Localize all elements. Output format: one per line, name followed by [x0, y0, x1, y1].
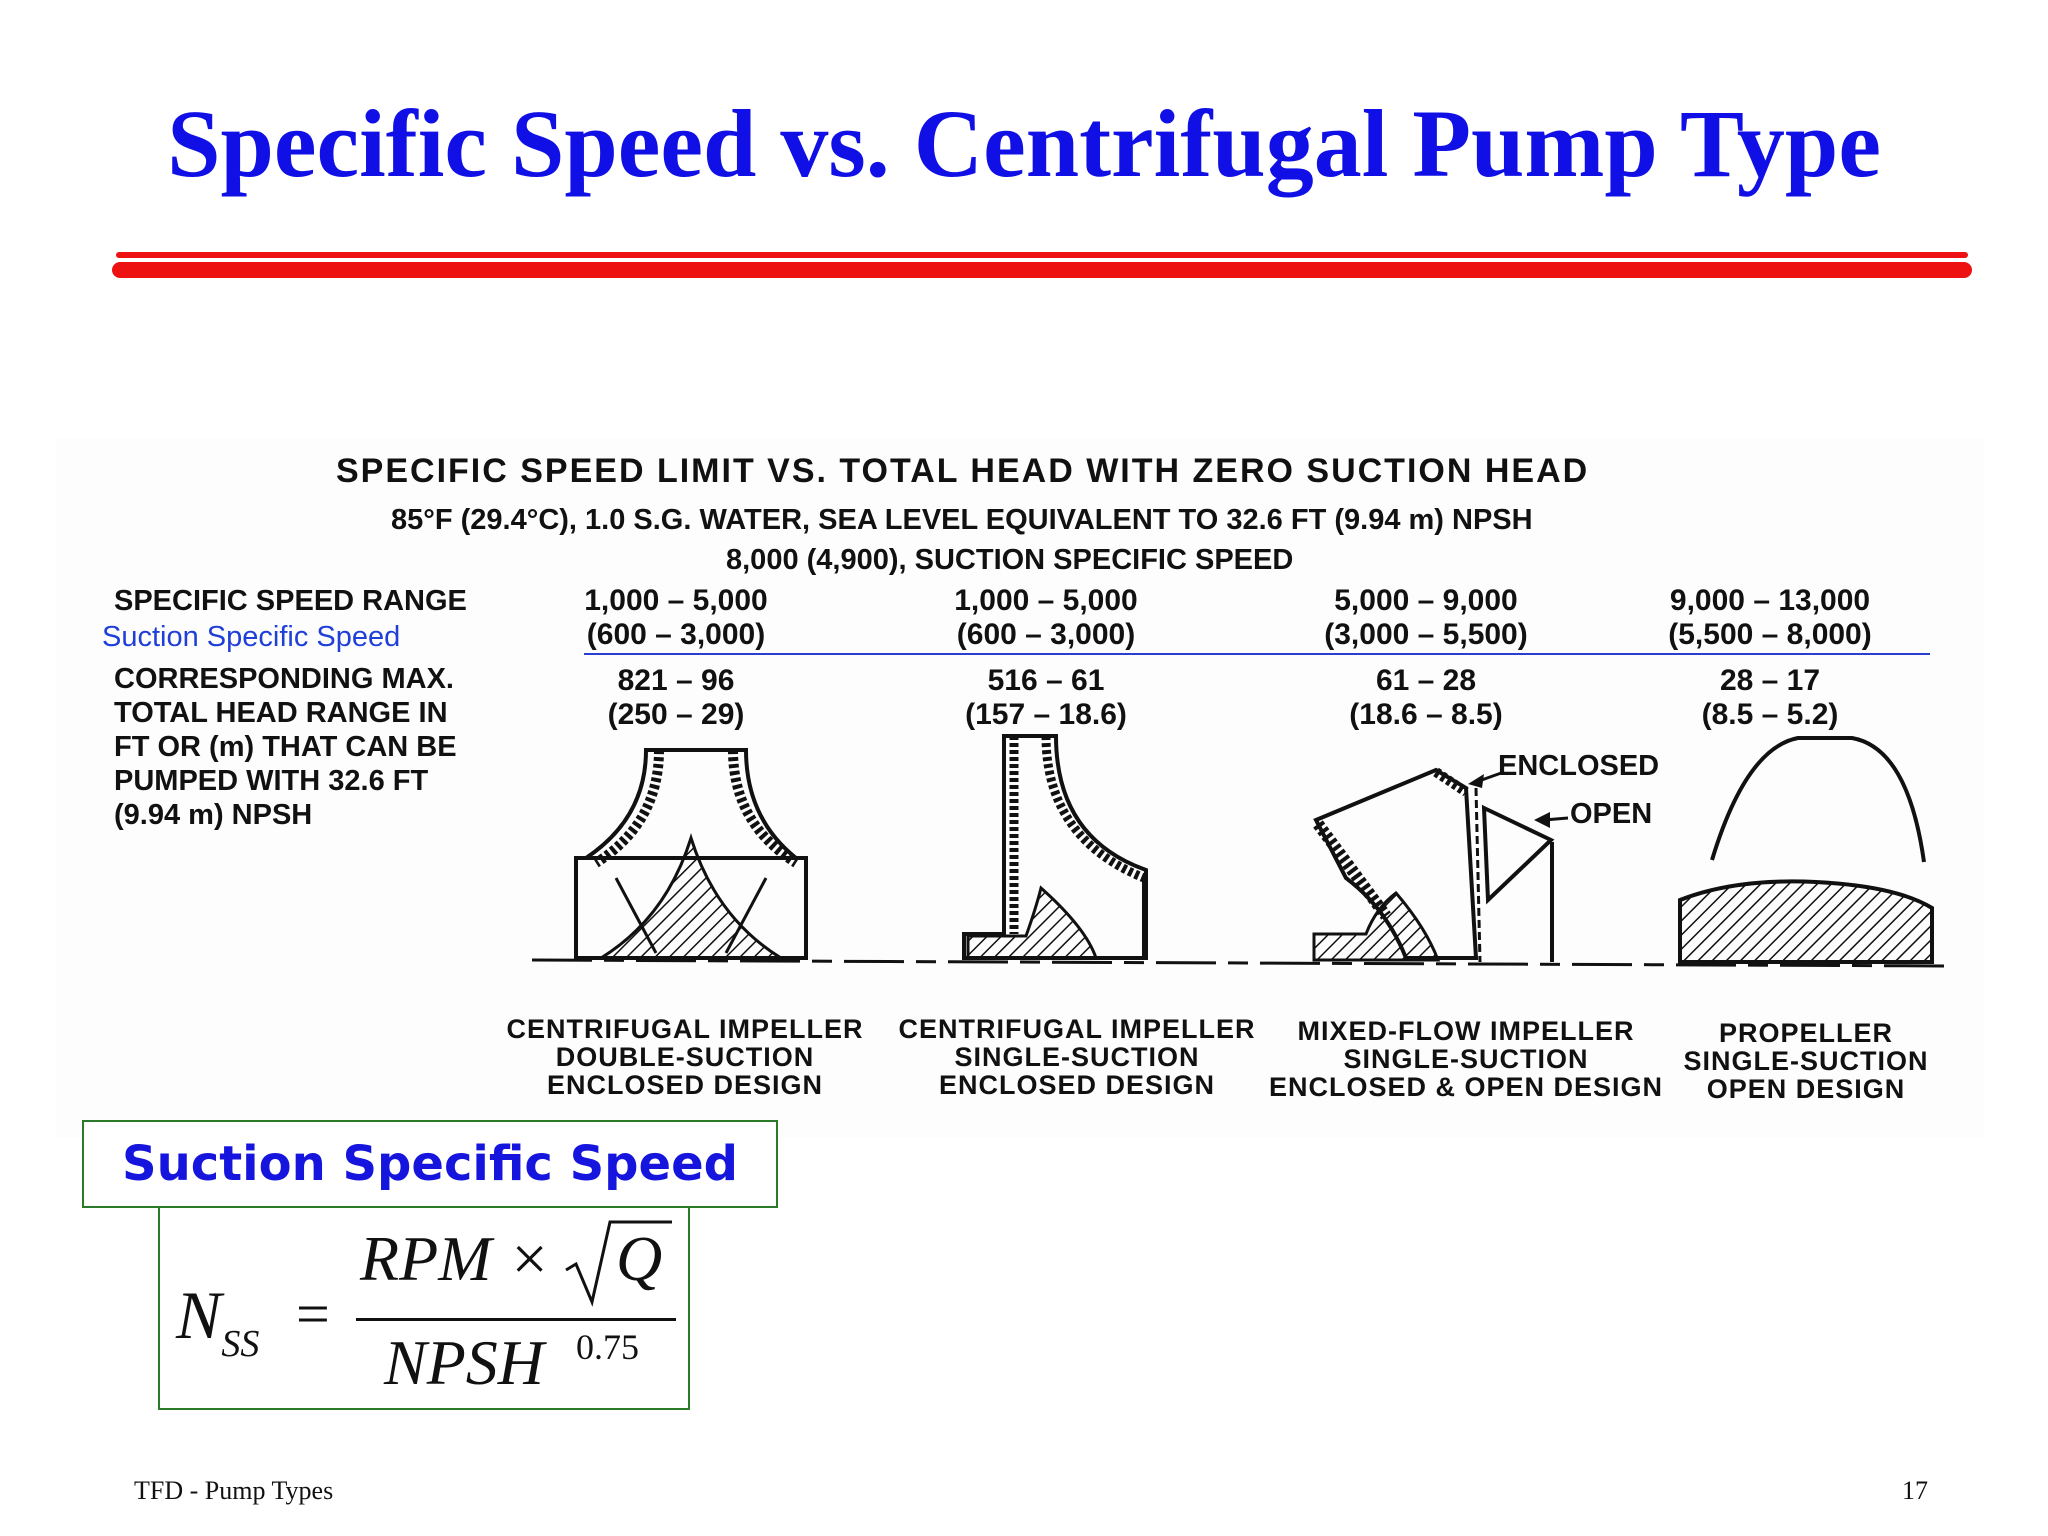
- formula-numerator: RPM ×: [360, 1222, 551, 1296]
- col3-head-ft: 61 – 28: [1375, 664, 1477, 697]
- sqrt-icon: [565, 1220, 672, 1307]
- col1-suction-range: (600 – 3,000): [586, 618, 766, 651]
- formula-denominator: NPSH: [384, 1327, 544, 1398]
- col2-speed-range: 1,000 – 5,000: [954, 584, 1138, 617]
- formula-numerator-text: RPM ×: [360, 1223, 551, 1294]
- formula-lhs: NSS: [176, 1276, 259, 1365]
- col2-suction-range: (600 – 3,000): [956, 618, 1136, 651]
- fraction-bar: [356, 1318, 676, 1321]
- head-range-label-line-2: TOTAL HEAD RANGE IN: [114, 697, 448, 729]
- col3-caption-line-3: ENCLOSED & OPEN DESIGN: [1268, 1072, 1664, 1102]
- figure-subheading-1: 85°F (29.4°C), 1.0 S.G. WATER, SEA LEVEL…: [391, 504, 1533, 536]
- col1-speed-range: 1,000 – 5,000: [584, 584, 768, 617]
- footer-course-label: TFD - Pump Types: [134, 1476, 334, 1505]
- formula-lhs-symbol: N: [176, 1277, 222, 1353]
- col4-head-m: (8.5 – 5.2): [1701, 698, 1839, 731]
- col3-caption-line-2: SINGLE-SUCTION: [1343, 1044, 1589, 1074]
- col1-head-ft: 821 – 96: [617, 664, 735, 697]
- title-divider-thick: [112, 262, 1972, 278]
- suction-specific-speed-title-box: Suction Specific Speed: [82, 1120, 778, 1208]
- formula-exponent: 0.75: [576, 1327, 639, 1367]
- head-range-label-line-5: (9.94 m) NPSH: [114, 799, 313, 831]
- col4-caption-line-1: PROPELLER: [1718, 1018, 1894, 1048]
- suction-row-underline: [584, 653, 1930, 655]
- col1-head-m: (250 – 29): [607, 698, 745, 731]
- col3-suction-range: (3,000 – 5,500): [1324, 618, 1528, 651]
- enclosed-callout: ENCLOSED: [1498, 750, 1660, 782]
- head-range-label-line-4: PUMPED WITH 32.6 FT: [114, 765, 429, 797]
- col1-caption-line-1: CENTRIFUGAL IMPELLER: [506, 1014, 864, 1044]
- col2-caption-line-2: SINGLE-SUCTION: [954, 1042, 1200, 1072]
- single-suction-impeller-drawing: [962, 734, 1148, 960]
- col4-speed-range: 9,000 – 13,000: [1669, 584, 1871, 617]
- col1-caption-line-3: ENCLOSED DESIGN: [546, 1070, 824, 1100]
- head-range-label-line-1: CORRESPONDING MAX.: [114, 663, 454, 695]
- specific-speed-range-label: SPECIFIC SPEED RANGE: [114, 585, 467, 617]
- page-number: 17: [1902, 1476, 1928, 1505]
- pump-type-figure: SPECIFIC SPEED LIMIT VS. TOTAL HEAD WITH…: [56, 438, 1984, 1138]
- propeller-drawing: [1678, 736, 1934, 964]
- col3-speed-range: 5,000 – 9,000: [1334, 584, 1518, 617]
- figure-subheading-2: 8,000 (4,900), SUCTION SPECIFIC SPEED: [726, 544, 1294, 576]
- col4-suction-range: (5,500 – 8,000): [1668, 618, 1872, 651]
- col3-caption-line-1: MIXED-FLOW IMPELLER: [1297, 1016, 1635, 1046]
- open-callout: OPEN: [1570, 798, 1653, 830]
- shaft-centerline: [531, 958, 1957, 968]
- col2-head-ft: 516 – 61: [987, 664, 1105, 697]
- suction-specific-speed-formula-box: NSS = RPM × Q NPSH 0.75: [158, 1206, 690, 1410]
- figure-heading: SPECIFIC SPEED LIMIT VS. TOTAL HEAD WITH…: [336, 452, 1590, 490]
- col4-head-ft: 28 – 17: [1719, 664, 1821, 697]
- formula-equals: =: [296, 1281, 330, 1347]
- formula-radicand: Q: [616, 1223, 663, 1294]
- col3-head-m: (18.6 – 8.5): [1349, 698, 1503, 731]
- slide-title: Specific Speed vs. Centrifugal Pump Type: [167, 90, 1881, 197]
- col2-caption-line-3: ENCLOSED DESIGN: [938, 1070, 1216, 1100]
- mixed-flow-impeller-drawing: [1312, 767, 1569, 963]
- head-range-label-line-3: FT OR (m) THAT CAN BE: [114, 731, 457, 763]
- suction-specific-speed-title: Suction Specific Speed: [122, 1136, 738, 1192]
- formula-lhs-subscript: SS: [221, 1323, 260, 1365]
- suction-specific-speed-label: Suction Specific Speed: [102, 621, 401, 653]
- title-divider-thin: [116, 252, 1968, 258]
- col4-caption-line-3: OPEN DESIGN: [1706, 1074, 1906, 1104]
- col4-caption-line-2: SINGLE-SUCTION: [1683, 1046, 1929, 1076]
- col2-head-m: (157 – 18.6): [965, 698, 1127, 731]
- col2-caption-line-1: CENTRIFUGAL IMPELLER: [898, 1014, 1256, 1044]
- impeller-drawings: [531, 734, 1957, 968]
- double-suction-impeller-drawing: [574, 748, 808, 960]
- col1-caption-line-2: DOUBLE-SUCTION: [555, 1042, 815, 1072]
